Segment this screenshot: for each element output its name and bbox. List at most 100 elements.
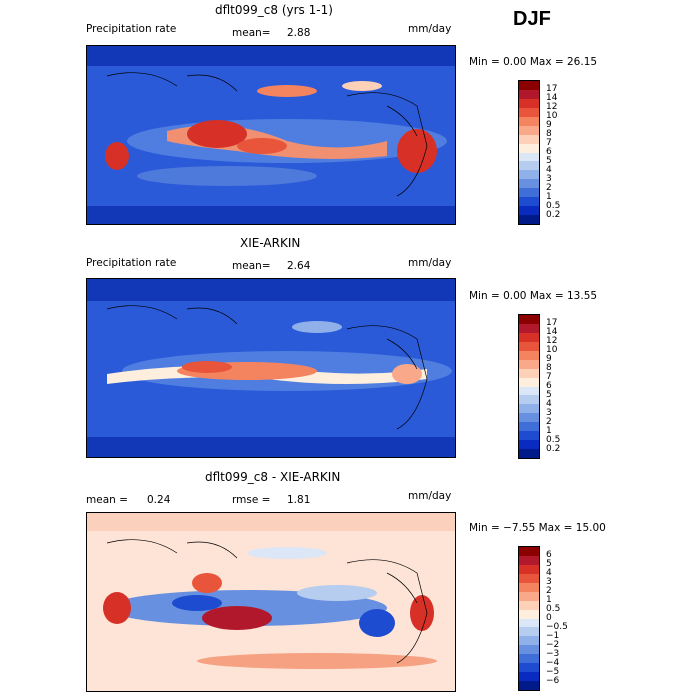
panel-3-units: mm/day <box>408 490 452 502</box>
colorbar-segment <box>519 654 539 664</box>
colorbar-segment <box>519 323 539 333</box>
colorbar-segment <box>519 152 539 162</box>
colorbar-segment <box>519 663 539 673</box>
colorbar-tick-label: 12 <box>546 102 558 113</box>
colorbar-segment <box>519 564 539 574</box>
panel-1-units: mm/day <box>408 23 452 35</box>
colorbar-tick-label: 10 <box>546 111 558 122</box>
colorbar-segment <box>519 197 539 207</box>
colorbar-tick-label: 5 <box>546 389 552 400</box>
colorbar-tick-label: 6 <box>546 147 552 157</box>
colorbar-segment <box>519 143 539 153</box>
colorbar-tick-label: 5 <box>546 559 552 570</box>
colorbar-tick-label: 0.5 <box>546 200 561 211</box>
panel-2-mean-label: mean= <box>232 260 271 272</box>
colorbar-tick-label: 9 <box>546 354 552 365</box>
colorbar-segment <box>519 315 539 324</box>
colorbar-tick-label: 8 <box>546 129 552 140</box>
colorbar-segment <box>519 555 539 565</box>
colorbar-tick-label: 14 <box>546 93 558 104</box>
colorbar-tick-label: 3 <box>546 407 552 418</box>
panel-2-units: mm/day <box>408 257 452 269</box>
colorbar-segment <box>519 547 539 556</box>
colorbar-segment <box>519 206 539 216</box>
colorbar-tick-label: 4 <box>546 568 552 579</box>
colorbar-segment <box>519 431 539 441</box>
colorbar-tick-label: 2 <box>546 182 552 193</box>
colorbar-tick-label: 6 <box>546 550 552 561</box>
panel-3-title: dflt099_c8 - XIE-ARKIN <box>205 470 341 484</box>
colorbar-segment <box>519 449 539 458</box>
colorbar-tick-label: 17 <box>546 84 558 95</box>
colorbar-tick-label: 7 <box>546 372 552 383</box>
colorbar-tick-label: 7 <box>546 138 552 149</box>
panel-1-colorbar <box>518 80 540 225</box>
panel-3-map <box>86 512 456 692</box>
colorbar-tick-label: 1 <box>546 595 552 606</box>
panel-1-min-max: Min = 0.00 Max = 26.15 <box>469 56 598 68</box>
colorbar-tick-label: 12 <box>546 336 558 347</box>
panel-1-map <box>86 45 456 225</box>
colorbar-segment <box>519 582 539 592</box>
colorbar-segment <box>519 645 539 655</box>
colorbar-segment <box>519 377 539 387</box>
colorbar-tick-label: −1 <box>546 630 560 641</box>
season-label: DJF <box>513 8 551 30</box>
colorbar-segment <box>519 125 539 135</box>
colorbar-tick-label: 2 <box>546 416 552 427</box>
colorbar-segment <box>519 672 539 682</box>
colorbar-segment <box>519 116 539 126</box>
colorbar-segment <box>519 134 539 144</box>
colorbar-segment <box>519 573 539 583</box>
colorbar-segment <box>519 404 539 414</box>
colorbar-tick-label: 17 <box>546 318 558 329</box>
colorbar-tick-label: −5 <box>546 666 560 677</box>
panel-2-mean-value: 2.64 <box>287 260 311 272</box>
colorbar-segment <box>519 422 539 432</box>
colorbar-segment <box>519 395 539 405</box>
colorbar-tick-label: 9 <box>546 120 552 131</box>
colorbar-tick-label: 3 <box>546 173 552 184</box>
colorbar-segment <box>519 609 539 619</box>
colorbar-segment <box>519 179 539 189</box>
colorbar-tick-label: 1 <box>546 191 552 202</box>
colorbar-segment <box>519 600 539 610</box>
colorbar-tick-label: 4 <box>546 164 552 175</box>
panel-1-title: dflt099_c8 (yrs 1-1) <box>215 3 333 17</box>
colorbar-tick-label: −0.5 <box>546 621 568 632</box>
panel-3-mean-label: mean = <box>86 494 128 506</box>
colorbar-tick-label: 8 <box>546 363 552 374</box>
colorbar-tick-label: 0.2 <box>546 209 561 220</box>
colorbar-tick-label: 6 <box>546 381 552 391</box>
colorbar-tick-label: 0.5 <box>546 604 561 615</box>
colorbar-segment <box>519 359 539 369</box>
colorbar-segment <box>519 591 539 601</box>
panel-1-variable-label: Precipitation rate <box>86 23 177 35</box>
colorbar-tick-label: 1 <box>546 425 552 436</box>
colorbar-tick-label: 5 <box>546 155 552 166</box>
colorbar-segment <box>519 89 539 99</box>
panel-2-title: XIE-ARKIN <box>240 236 301 250</box>
colorbar-segment <box>519 161 539 171</box>
panel-3-min-max: Min = −7.55 Max = 15.00 <box>469 522 606 534</box>
colorbar-segment <box>519 81 539 90</box>
colorbar-tick-label: 2 <box>546 586 552 597</box>
colorbar-tick-label: −3 <box>546 648 560 659</box>
colorbar-segment <box>519 440 539 450</box>
panel-2-map <box>86 278 456 458</box>
colorbar-tick-label: 4 <box>546 398 552 409</box>
panel-3-rmse-value: 1.81 <box>287 494 311 506</box>
colorbar-segment <box>519 188 539 198</box>
colorbar-segment <box>519 107 539 117</box>
colorbar-segment <box>519 215 539 224</box>
colorbar-segment <box>519 368 539 378</box>
colorbar-segment <box>519 627 539 637</box>
panel-3-colorbar <box>518 546 540 691</box>
colorbar-segment <box>519 413 539 423</box>
panel-1-mean-value: 2.88 <box>287 27 311 39</box>
colorbar-tick-label: 14 <box>546 327 558 338</box>
colorbar-segment <box>519 170 539 180</box>
colorbar-segment <box>519 98 539 108</box>
colorbar-tick-label: −6 <box>546 675 560 686</box>
colorbar-segment <box>519 636 539 646</box>
